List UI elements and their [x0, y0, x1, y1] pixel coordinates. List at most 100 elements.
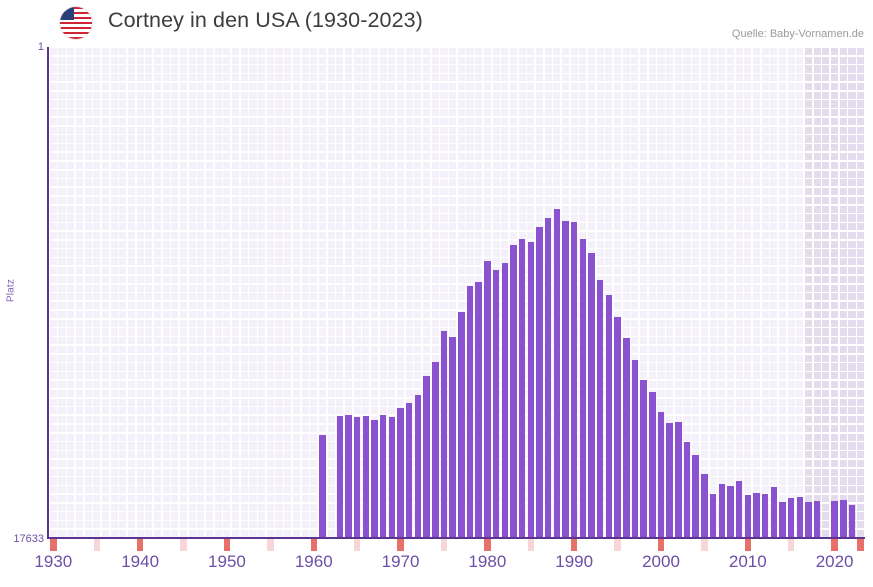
x-tick-minor [614, 539, 621, 551]
y-axis-bottom-label: 17633 [13, 533, 44, 545]
x-axis-labels: 1930 1940 1950 1960 1970 1980 1990 2000 2010 2020 [0, 552, 873, 582]
bar[interactable] [718, 484, 725, 538]
bar[interactable] [840, 499, 847, 538]
x-axis-tick-label: 2020 [815, 552, 854, 571]
bar[interactable] [666, 422, 673, 538]
x-tick-major [223, 539, 231, 551]
bar[interactable] [727, 485, 734, 538]
bar[interactable] [761, 493, 769, 538]
x-tick-major [570, 539, 578, 551]
bar[interactable] [631, 360, 639, 538]
plot-area [49, 47, 865, 538]
x-axis-tick-label: 2000 [642, 552, 680, 571]
flag-canton [60, 7, 74, 20]
x-tick-minor [267, 539, 274, 551]
bar[interactable] [353, 417, 361, 538]
bar[interactable] [623, 337, 630, 538]
chart-header: Cortney in den USA (1930-2023) Quelle: B… [0, 0, 873, 47]
bar[interactable] [675, 421, 682, 538]
bar[interactable] [432, 361, 439, 538]
bar[interactable] [458, 311, 465, 538]
bar[interactable] [814, 500, 821, 538]
x-tick-final [857, 539, 864, 551]
bar[interactable] [744, 495, 752, 538]
bar[interactable] [319, 435, 326, 538]
y-axis-line [47, 47, 50, 539]
bar[interactable] [770, 486, 778, 538]
x-tick-minor [701, 539, 708, 551]
bar[interactable] [414, 395, 422, 538]
bar[interactable] [779, 502, 786, 538]
bar[interactable] [614, 317, 621, 538]
x-tick-minor [527, 539, 534, 551]
bar[interactable] [579, 239, 587, 538]
bar[interactable] [484, 261, 491, 538]
bar[interactable] [345, 415, 352, 538]
flag-stripes [60, 7, 92, 39]
x-tick-minor [440, 539, 448, 551]
bar[interactable] [510, 244, 517, 538]
bar[interactable] [527, 241, 534, 538]
bar[interactable] [379, 415, 387, 538]
bar[interactable] [683, 442, 691, 538]
bar[interactable] [518, 239, 526, 538]
bar[interactable] [397, 407, 404, 538]
x-axis-tick-label: 1940 [121, 552, 160, 571]
bar[interactable] [805, 502, 812, 538]
x-axis-tick-label: 1930 [34, 552, 73, 571]
bar[interactable] [536, 226, 543, 538]
bar[interactable] [440, 331, 448, 538]
bar[interactable] [596, 279, 604, 538]
bar[interactable] [640, 379, 647, 538]
bar[interactable] [562, 221, 569, 538]
x-tick-minor [787, 539, 795, 551]
x-tick-major [136, 539, 144, 551]
bar[interactable] [406, 403, 413, 538]
bar[interactable] [553, 208, 561, 538]
x-tick-minor [180, 539, 187, 551]
bar[interactable] [692, 454, 699, 538]
bar[interactable] [544, 218, 552, 538]
bar[interactable] [570, 222, 578, 538]
x-axis-line [47, 537, 865, 540]
x-tick-minor [93, 539, 100, 551]
bar[interactable] [501, 262, 508, 538]
bar[interactable] [701, 474, 708, 538]
bar[interactable] [388, 416, 396, 538]
x-axis-tick-label: 2010 [728, 552, 767, 571]
x-tick-major [310, 539, 317, 551]
us-flag-icon [60, 7, 92, 39]
bar[interactable] [605, 294, 613, 538]
bar[interactable] [336, 415, 344, 538]
bar[interactable] [657, 411, 665, 538]
x-axis-ticks [49, 539, 865, 551]
bar[interactable] [753, 492, 760, 538]
x-axis-tick-label: 1960 [294, 552, 333, 571]
x-tick-major [484, 539, 491, 551]
x-tick-major [50, 539, 57, 551]
bar[interactable] [362, 416, 370, 538]
bar[interactable] [787, 498, 795, 538]
bar[interactable] [709, 493, 717, 538]
bar[interactable] [796, 496, 804, 538]
bar[interactable] [588, 253, 595, 538]
bar[interactable] [475, 282, 482, 538]
x-tick-minor [353, 539, 361, 551]
bar[interactable] [423, 375, 430, 538]
x-tick-major [657, 539, 665, 551]
page-title: Cortney in den USA (1930-2023) [108, 8, 423, 32]
x-axis-tick-label: 1950 [208, 552, 246, 571]
bar[interactable] [848, 505, 856, 538]
bar[interactable] [649, 392, 656, 538]
x-tick-major [397, 539, 404, 551]
bar[interactable] [371, 420, 378, 538]
bar[interactable] [492, 269, 500, 538]
bar[interactable] [831, 500, 838, 538]
bar-series [49, 47, 865, 538]
bar[interactable] [449, 336, 456, 538]
x-axis-tick-label: 1990 [555, 552, 594, 571]
bar[interactable] [466, 286, 474, 538]
x-tick-major [744, 539, 752, 551]
bar[interactable] [735, 481, 743, 538]
